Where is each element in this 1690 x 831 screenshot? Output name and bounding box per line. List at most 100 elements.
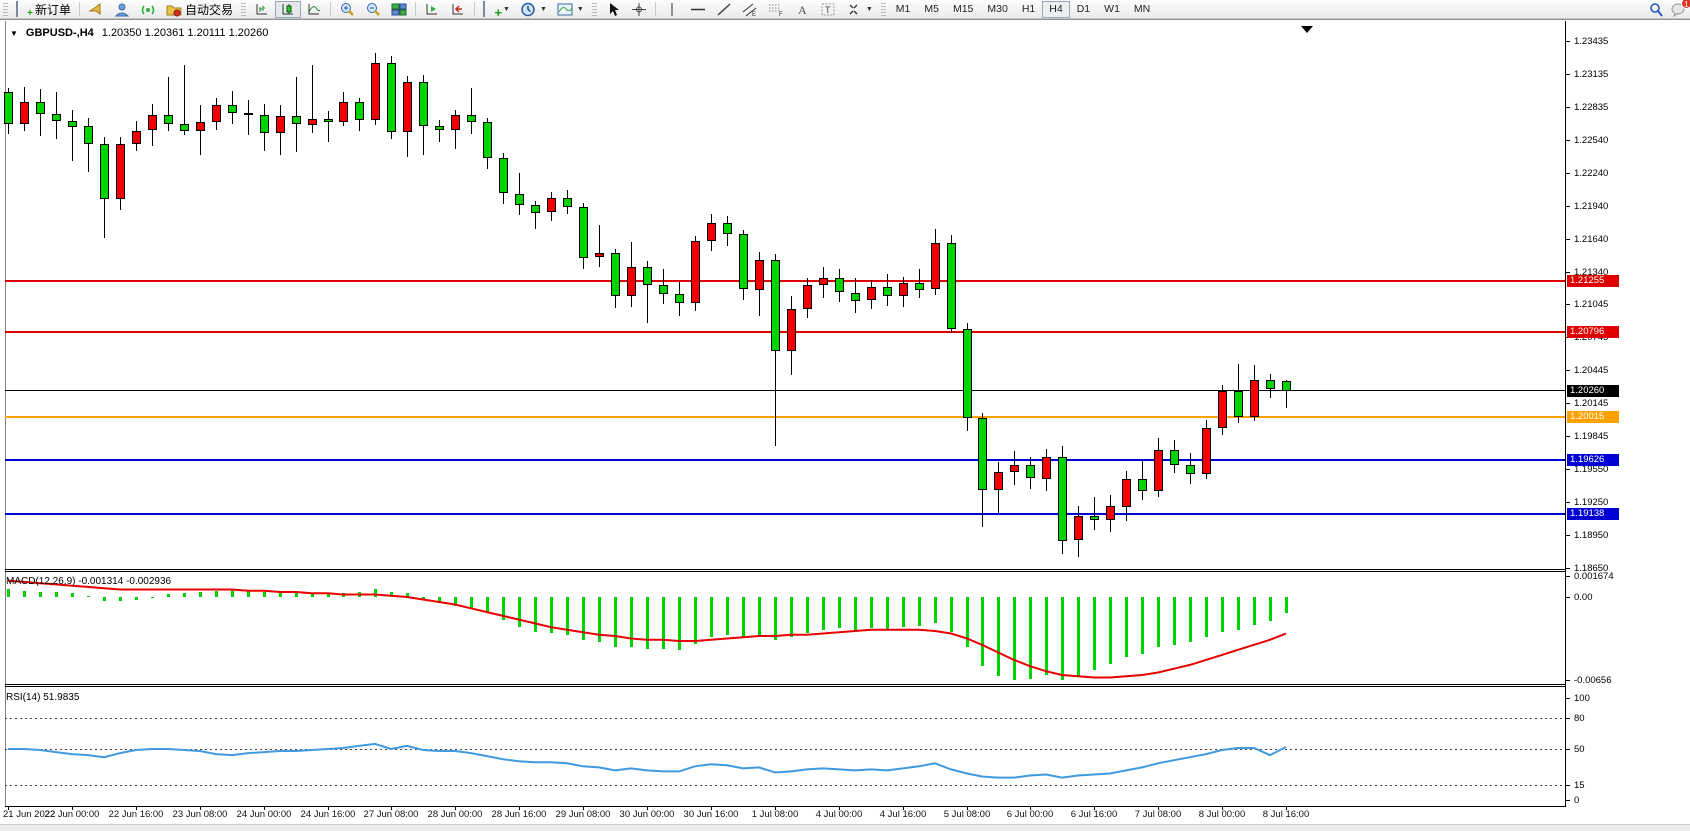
timeframe-w1-button[interactable]: W1	[1104, 3, 1120, 15]
toolbar-drag-handle[interactable]	[3, 2, 8, 16]
candle-body-down	[851, 293, 860, 301]
candle-body-down	[531, 205, 540, 213]
timeframe-h1-button[interactable]: H1	[1021, 3, 1036, 15]
price-axis-tick: 1.21340	[1574, 267, 1609, 278]
candle-body-down	[244, 113, 253, 115]
horizontal-line-tool[interactable]	[685, 1, 711, 18]
chat-icon[interactable]: 1	[1670, 0, 1690, 18]
tile-windows-button[interactable]	[386, 1, 412, 18]
auto-scroll-button[interactable]	[419, 1, 445, 18]
channel-tool[interactable]: E	[737, 1, 763, 18]
rsi-level-line	[5, 749, 1565, 750]
shapes-caret-icon[interactable]: ▼	[865, 5, 873, 13]
svg-text:A: A	[798, 3, 807, 17]
zoom-in-button[interactable]	[334, 1, 360, 18]
macd-histogram-bar	[774, 597, 777, 640]
macd-histogram-bar	[790, 597, 793, 637]
candle-body-down	[4, 92, 13, 124]
macd-pane-splitter[interactable]	[5, 569, 1565, 570]
candle-body-down	[435, 126, 444, 130]
macd-histogram-bar	[7, 589, 10, 597]
horizontal-level-line[interactable]	[5, 416, 1565, 418]
zoom-out-button[interactable]	[360, 1, 386, 18]
macd-histogram-bar	[742, 597, 745, 637]
shapes-tool[interactable]: ▼	[841, 1, 878, 18]
timeframe-m30-button[interactable]: M30	[987, 3, 1008, 15]
timeframe-mn-button[interactable]: MN	[1133, 3, 1151, 15]
label-tool[interactable]: T	[815, 1, 841, 18]
candle-body-up	[308, 119, 317, 125]
macd-histogram-bar	[630, 597, 633, 647]
timeframe-d1-button[interactable]: D1	[1076, 3, 1091, 15]
templates-button[interactable]: ▼	[552, 1, 589, 18]
macd-indicator-label: MACD(12,26,9) -0.001314 -0.002936	[6, 576, 172, 587]
horizontal-level-line[interactable]	[5, 331, 1565, 333]
candlestick-type-button[interactable]	[275, 0, 302, 18]
candle-body-down	[723, 223, 732, 234]
candle-body-down	[1090, 516, 1099, 520]
candle-body-up	[899, 283, 908, 296]
scroll-to-end-marker[interactable]	[1301, 26, 1313, 33]
periods-caret-icon[interactable]: ▼	[539, 5, 547, 13]
macd-histogram-bar	[215, 591, 218, 597]
candle-body-up	[867, 287, 876, 300]
shapes-icon	[846, 2, 862, 17]
chart-menu-arrow-icon[interactable]: ▼	[10, 28, 18, 38]
price-axis-tick: 1.21640	[1574, 234, 1609, 245]
timeframe-h4-button[interactable]: H4	[1042, 0, 1070, 18]
price-axis-tick: 1.18650	[1574, 563, 1609, 574]
price-axis-tick: 1.22835	[1574, 102, 1609, 113]
timeframe-m15-button[interactable]: M15	[952, 3, 974, 15]
trendline-tool[interactable]	[711, 1, 737, 18]
search-icon[interactable]	[1648, 2, 1664, 17]
candle-body-up	[212, 105, 221, 122]
rsi-pane-splitter[interactable]	[5, 684, 1565, 685]
cursor-tool-button[interactable]	[600, 1, 626, 18]
candle-body-down	[292, 116, 301, 124]
macd-histogram-bar	[918, 597, 921, 626]
fibonacci-tool[interactable]: F	[763, 1, 789, 18]
indicator-lines-layer	[7, 579, 1287, 779]
line-chart-type-button[interactable]	[301, 1, 327, 18]
bar-chart-type-button[interactable]	[249, 1, 275, 18]
vertical-line-icon	[664, 2, 680, 17]
time-axis-label: 23 Jun 08:00	[172, 809, 228, 820]
periods-button[interactable]: ▼	[515, 1, 552, 18]
vertical-line-tool[interactable]	[659, 1, 685, 18]
price-axis-line[interactable]	[1565, 21, 1566, 806]
chart-shift-button[interactable]	[445, 1, 471, 18]
candle-body-up	[819, 278, 828, 285]
megaphone-button[interactable]	[83, 1, 109, 18]
candle-body-down	[228, 105, 237, 113]
horizontal-level-line[interactable]	[5, 459, 1565, 461]
candle-body-down	[611, 253, 620, 296]
macd-histogram-bar	[870, 597, 873, 628]
rsi-axis-tick: 0	[1574, 795, 1580, 806]
channel-icon: E	[742, 2, 758, 18]
horizontal-line-icon	[690, 2, 706, 17]
signal-button[interactable]	[135, 1, 161, 18]
candle-wick	[312, 65, 313, 133]
horizontal-level-line[interactable]	[5, 513, 1565, 515]
timeframe-m1-button[interactable]: M1	[895, 3, 911, 15]
indicators-button[interactable]: + ▼	[478, 0, 515, 20]
new-order-button[interactable]: + 新订单	[11, 0, 76, 19]
templates-caret-icon[interactable]: ▼	[576, 5, 584, 13]
timeframe-m5-button[interactable]: M5	[924, 3, 939, 15]
candle-body-down	[915, 283, 924, 290]
candle-body-up	[1074, 516, 1083, 540]
candle-body-down	[1266, 380, 1275, 389]
time-axis-label: 29 Jun 08:00	[555, 809, 611, 820]
horizontal-level-line[interactable]	[5, 280, 1565, 282]
candle-body-up	[595, 253, 604, 257]
candle-body-down	[84, 126, 93, 144]
megaphone-icon	[88, 2, 104, 17]
horizontal-level-line[interactable]	[5, 390, 1565, 391]
indicators-caret-icon[interactable]: ▼	[503, 5, 510, 13]
auto-trading-button[interactable]: 自动交易	[161, 1, 238, 18]
crosshair-tool-button[interactable]	[626, 1, 652, 18]
community-button[interactable]	[109, 1, 135, 18]
time-axis-line[interactable]	[5, 806, 1566, 807]
candle-body-down	[387, 63, 396, 132]
text-tool[interactable]: A	[789, 1, 815, 18]
